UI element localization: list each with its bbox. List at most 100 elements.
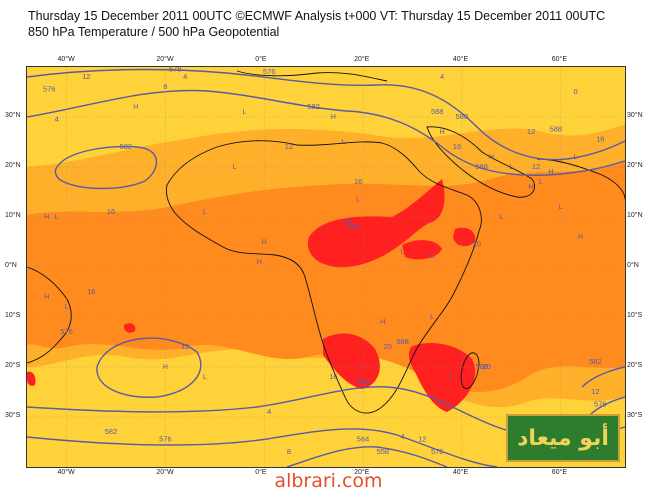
lon-tick-label: 0°E (255, 56, 267, 63)
africa-coastline (166, 140, 482, 414)
temperature-label: 4 (55, 114, 59, 123)
lon-tick-label: 40°E (452, 56, 469, 63)
temperature-label: 12 (181, 342, 189, 351)
pressure-marker: L (203, 209, 207, 216)
chart-title: Thursday 15 December 2011 00UTC ©ECMWF A… (28, 9, 606, 23)
europe-coastline (236, 70, 388, 82)
pressure-marker: L (361, 364, 365, 371)
temperature-label: 4 (440, 72, 444, 81)
pressure-marker: L (341, 139, 345, 146)
temperature-label: 16 (87, 287, 95, 296)
temperature-label: 16 (107, 207, 115, 216)
pressure-marker: H (578, 234, 583, 241)
temperature-label: 8 (287, 447, 291, 456)
lat-tick-label: 0°N (5, 262, 17, 269)
pressure-marker: L (243, 109, 247, 116)
arabia-coastline (426, 126, 536, 198)
contour-label: 576 (594, 399, 607, 408)
lat-tick-label: 10°N (5, 212, 21, 219)
lat-tick-label: 30°S (627, 412, 643, 419)
asia-coastline (536, 158, 625, 200)
lon-tick-label: 20°E (354, 56, 370, 63)
pressure-marker: L (55, 214, 59, 221)
lat-tick-label: 0°N (627, 262, 639, 269)
contour-label: 582 (589, 357, 602, 366)
contour-label: 588 (347, 222, 360, 231)
lon-tick-label: 40°E (452, 469, 469, 476)
watermark: albrari.com (274, 470, 383, 492)
pressure-marker: L (233, 164, 237, 171)
contour-label: 576 (60, 327, 73, 336)
contour-label: 576 (431, 447, 444, 456)
contour-label: 582 (357, 377, 370, 386)
lon-tick-label: 0°E (255, 469, 267, 476)
lat-tick-label: 20°S (627, 362, 643, 369)
site-logo: أبو ميعاد (506, 414, 620, 462)
pressure-marker: H (257, 259, 262, 266)
pressure-marker: L (450, 374, 454, 381)
lon-tick-label: 40°W (57, 56, 75, 63)
lon-tick-label: 20°W (156, 56, 174, 63)
map-labels: 576 576 576 582 582 588 588 588 588 588 588 588 582 5… (43, 67, 607, 456)
pressure-marker: H (430, 254, 435, 261)
lon-tick-label: 40°W (57, 469, 75, 476)
temperature-label: 16 (596, 134, 604, 143)
temperature-band-hottest (453, 227, 476, 247)
geopotential-contour (27, 68, 625, 161)
temperature-band-hot (27, 162, 625, 392)
geopotential-contour (286, 446, 448, 467)
pressure-marker: L (203, 374, 207, 381)
pressure-marker: H (44, 214, 49, 221)
pressure-marker: H (548, 169, 553, 176)
south-america-coastline (27, 266, 72, 364)
lat-tick-label: 20°N (627, 162, 643, 169)
temperature-label: 20 (473, 239, 481, 248)
temperature-label: 12 (532, 162, 540, 171)
temperature-band-hottest (27, 371, 36, 386)
temperature-label: 0 (573, 87, 577, 96)
contour-label: 588 (456, 112, 469, 121)
madagascar-coastline (460, 352, 480, 389)
lon-tick-label: 20°W (156, 469, 174, 476)
temperature-band-hottest (408, 343, 476, 412)
lat-tick-label: 20°N (5, 162, 21, 169)
contour-label: 582 (120, 142, 133, 151)
contour-label: 564 (357, 434, 370, 443)
chart-subtitle: 850 hPa Temperature / 500 hPa Geopotenti… (28, 25, 280, 39)
temperature-band-hottest (323, 333, 380, 389)
temperature-label: 16 (354, 177, 362, 186)
temperature-label: 4 (183, 72, 187, 81)
geopotential-contour (54, 145, 158, 190)
pressure-marker: H (262, 239, 267, 246)
pressure-marker: H (163, 364, 168, 371)
temperature-label: 12 (285, 142, 293, 151)
map-canvas: 576 576 576 582 582 588 588 588 588 588 588 588 582 5… (27, 67, 625, 467)
temperature-label: 12 (82, 72, 90, 81)
contour-label: 588 (396, 337, 409, 346)
contour-label: 582 (105, 427, 118, 436)
pressure-marker: L (430, 314, 434, 321)
temperature-band-hottest (307, 179, 445, 268)
contour-label: 588 (475, 162, 488, 171)
contour-label: 576 (159, 434, 172, 443)
temperature-label: 20 (384, 342, 392, 351)
pressure-marker: L (65, 304, 69, 311)
temperature-label: 4 (401, 432, 405, 441)
lon-tick-label: 20°E (354, 469, 370, 476)
temperature-label: 16 (453, 142, 461, 151)
contour-label: 558 (377, 447, 390, 456)
temperature-label: 20 (344, 217, 352, 226)
pressure-marker: H (133, 104, 138, 111)
pressure-marker: L (509, 164, 513, 171)
geopotential-contour (96, 337, 202, 398)
contour-label: 582 (307, 102, 320, 111)
pressure-marker: L (559, 204, 563, 211)
contour-label: 576 (263, 67, 276, 76)
pressure-marker: L (574, 154, 578, 161)
pressure-marker: L (539, 179, 543, 186)
lat-tick-label: 30°S (5, 412, 21, 419)
temperature-band-hottest (402, 240, 442, 260)
temperature-label: 12 (591, 387, 599, 396)
contour-label: 588 (475, 362, 488, 371)
geopotential-contour (27, 89, 625, 176)
